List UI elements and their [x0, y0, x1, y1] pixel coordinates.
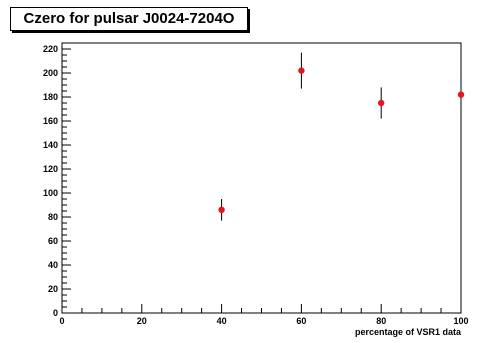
- y-tick-label: 160: [43, 116, 58, 126]
- data-point: [218, 206, 225, 213]
- y-tick-label: 40: [48, 260, 58, 270]
- data-point: [298, 67, 305, 74]
- x-tick-label: 0: [59, 316, 64, 326]
- y-tick-label: 120: [43, 164, 58, 174]
- y-tick-label: 20: [48, 284, 58, 294]
- data-points: [218, 52, 465, 221]
- x-tick-label: 40: [217, 316, 227, 326]
- ticks: [61, 42, 462, 314]
- x-axis-title: percentage of VSR1 data: [355, 327, 462, 337]
- x-tick-label: 80: [376, 316, 386, 326]
- y-tick-label: 100: [43, 188, 58, 198]
- chart-title-box: Czero for pulsar J0024-7204O: [10, 7, 248, 31]
- y-tick-label: 0: [53, 308, 58, 318]
- y-tick-label: 200: [43, 68, 58, 78]
- data-point: [378, 99, 385, 107]
- axes: [61, 42, 462, 314]
- x-tick-label: 60: [296, 316, 306, 326]
- y-tick-label: 60: [48, 236, 58, 246]
- x-tick-label: 100: [453, 316, 468, 326]
- plot-frame: [61, 42, 462, 314]
- y-tick-label: 180: [43, 92, 58, 102]
- y-tick-label: 80: [48, 212, 58, 222]
- x-tick-label: 20: [137, 316, 147, 326]
- tick-labels: 0 20 40 60 80 100 120 140 160 180 200 220 0 20 40 60 80 1…: [43, 44, 469, 326]
- y-tick-label: 140: [43, 140, 58, 150]
- chart-title: Czero for pulsar J0024-7204O: [23, 10, 235, 27]
- y-tick-label: 220: [43, 44, 58, 54]
- data-point: [457, 91, 465, 98]
